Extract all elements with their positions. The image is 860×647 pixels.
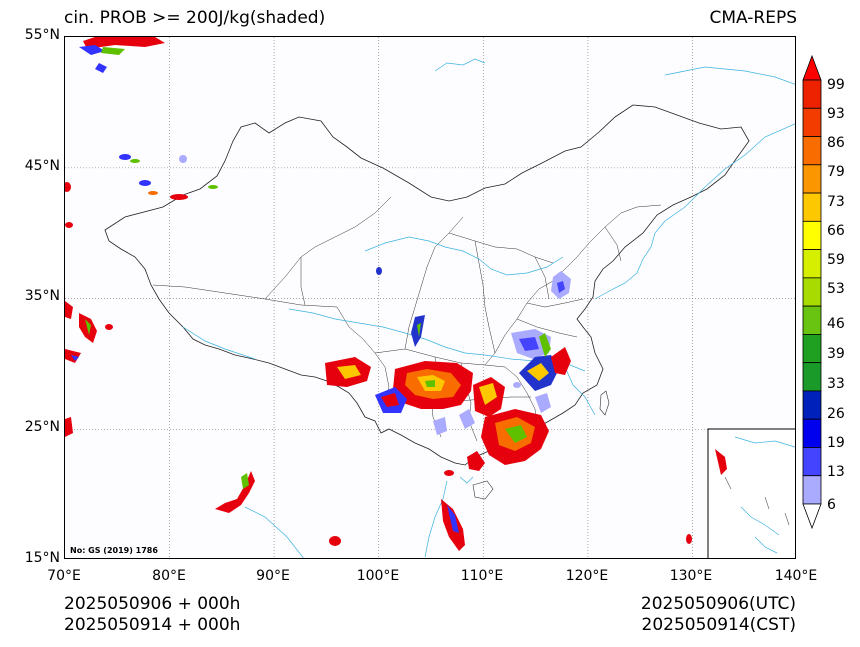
colorbar-label-79: 79 <box>827 164 845 180</box>
init-time-utc: 2025050906 + 000h <box>64 594 241 614</box>
hainan-outline <box>472 480 494 500</box>
lat-label-15n: 15°N <box>24 550 60 566</box>
lon-label-80e: 80°E <box>152 568 186 584</box>
inset-south-china-sea <box>707 428 795 558</box>
colorbar-block <box>802 136 822 166</box>
colorbar-top-arrow <box>802 54 822 81</box>
rivers-and-coasts <box>182 58 795 558</box>
lat-label-25n: 25°N <box>24 419 60 435</box>
colorbar-block <box>802 362 822 392</box>
colorbar-label-33: 33 <box>827 376 845 392</box>
province-borders <box>152 196 662 442</box>
lon-label-90e: 90°E <box>256 568 290 584</box>
model-name: CMA-REPS <box>709 8 797 28</box>
colorbar-label-39: 39 <box>827 346 845 362</box>
map-review-number: No: GS (2019) 1786 <box>70 546 158 555</box>
colorbar-label-26: 26 <box>827 406 845 422</box>
lat-label-35n: 35°N <box>24 288 60 304</box>
colorbar-label-66: 66 <box>827 223 845 239</box>
colorbar-label-46: 46 <box>827 316 845 332</box>
colorbar-block <box>802 447 822 477</box>
colorbar-block <box>802 164 822 194</box>
lon-label-120e: 120°E <box>565 568 609 584</box>
colorbar-block <box>802 249 822 279</box>
probability-shading <box>65 37 692 551</box>
valid-time-utc: 2025050906(UTC) <box>640 594 796 614</box>
lon-label-130e: 130°E <box>669 568 713 584</box>
colorbar <box>802 54 822 530</box>
lat-label-45n: 45°N <box>24 158 60 174</box>
colorbar-label-99: 99 <box>827 77 845 93</box>
valid-time-cst: 2025050914(CST) <box>641 615 796 635</box>
colorbar-label-93: 93 <box>827 106 845 122</box>
lon-label-140e: 140°E <box>774 568 818 584</box>
colorbar-block <box>802 107 822 137</box>
map-title: cin. PROB >= 200J/kg(shaded) <box>64 8 326 28</box>
colorbar-block <box>802 192 822 222</box>
lon-label-100e: 100°E <box>356 568 400 584</box>
graticule <box>65 37 795 558</box>
colorbar-block <box>802 333 822 364</box>
colorbar-label-73: 73 <box>827 194 845 210</box>
colorbar-label-59: 59 <box>827 252 845 268</box>
init-time-cst: 2025050914 + 000h <box>64 615 241 635</box>
lon-label-110e: 110°E <box>460 568 504 584</box>
taiwan-outline <box>599 390 610 416</box>
lat-label-55n: 55°N <box>24 27 60 43</box>
colorbar-block <box>802 277 822 307</box>
map-panel: No: GS (2019) 1786 <box>64 36 796 559</box>
colorbar-label-53: 53 <box>827 281 845 297</box>
colorbar-label-19: 19 <box>827 435 845 451</box>
colorbar-block <box>802 220 822 250</box>
colorbar-block <box>802 305 822 335</box>
colorbar-block <box>802 475 822 505</box>
colorbar-block <box>802 418 822 448</box>
map-canvas <box>65 37 795 558</box>
colorbar-label-13: 13 <box>827 464 845 480</box>
colorbar-label-6: 6 <box>827 497 836 513</box>
colorbar-label-86: 86 <box>827 135 845 151</box>
colorbar-block <box>802 390 822 420</box>
colorbar-bottom-arrow <box>802 503 822 530</box>
china-border <box>104 104 750 466</box>
colorbar-block <box>802 79 822 109</box>
lon-label-70e: 70°E <box>47 568 81 584</box>
